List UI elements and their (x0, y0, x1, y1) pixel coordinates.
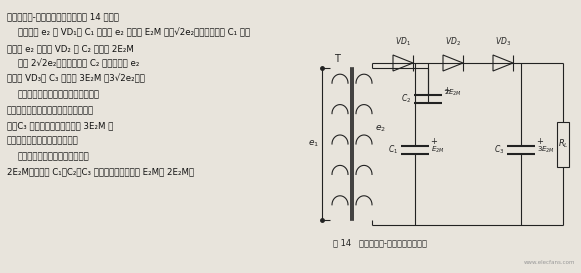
Text: +: + (536, 137, 543, 146)
Text: 电压与 e₂ 串联经 VD₂ 对 C₂ 充电到 2E₂M: 电压与 e₂ 串联经 VD₂ 对 C₂ 充电到 2E₂M (7, 44, 134, 53)
Text: $C_1$: $C_1$ (388, 144, 398, 156)
Text: 右，这就是三倍压整流之原理。: 右，这就是三倍压整流之原理。 (7, 136, 79, 145)
Text: $3E_{2M}$: $3E_{2M}$ (537, 145, 555, 155)
Text: 串联经 VD₃对 C₃ 充电至 3E₂M （3√2e₂）。: 串联经 VD₃对 C₃ 充电至 3E₂M （3√2e₂）。 (7, 74, 145, 83)
Text: （即 2√2e₂）；第三半周 C₂ 上的电压与 e₂: （即 2√2e₂）；第三半周 C₂ 上的电压与 e₂ (18, 59, 139, 68)
Text: $VD_3$: $VD_3$ (495, 35, 511, 48)
Text: $e_1$: $e_1$ (308, 139, 319, 149)
Text: 能真正充到这么高，但经过数个周期之: 能真正充到这么高，但经过数个周期之 (7, 106, 94, 115)
Text: $E_{2M}$: $E_{2M}$ (431, 145, 444, 155)
Text: 图 14   晶体二极管-电容三倍升压电路: 图 14 晶体二极管-电容三倍升压电路 (333, 239, 427, 248)
Bar (557, 121, 569, 167)
Text: 在开始几个周期，电容上的电压并不: 在开始几个周期，电容上的电压并不 (18, 90, 100, 99)
Text: 每只整流二极管的最大向电压为: 每只整流二极管的最大向电压为 (18, 152, 89, 161)
Text: 2E₂M。电容器 C₁、C₂、C₃ 上承受的电压分别为 E₂M、 2E₂M、: 2E₂M。电容器 C₁、C₂、C₃ 上承受的电压分别为 E₂M、 2E₂M、 (7, 167, 194, 176)
Text: 第一半周 e₂ 经 VD₁对 C₁ 充电到 e₂ 的峰値 E₂M （即√2e₂）；第二半周 C₁ 上的: 第一半周 e₂ 经 VD₁对 C₁ 充电到 e₂ 的峰値 E₂M （即√2e₂）… (18, 28, 250, 37)
Text: $C_3$: $C_3$ (494, 144, 504, 156)
Text: T: T (334, 54, 340, 64)
Text: $C_2$: $C_2$ (401, 93, 411, 105)
Text: 晶体二极管-电容三倍升压电路如图 14 所示。: 晶体二极管-电容三倍升压电路如图 14 所示。 (7, 12, 119, 21)
Text: +: + (430, 137, 437, 146)
Text: $VD_2$: $VD_2$ (445, 35, 461, 48)
Text: +: + (443, 86, 450, 95)
Text: $2E_{2M}$: $2E_{2M}$ (444, 88, 462, 98)
Text: $e_2$: $e_2$ (375, 124, 386, 134)
Text: $R_L$: $R_L$ (558, 138, 568, 150)
Text: 后，C₃ 上的电压漸渐能稳定在 3E₂M 左: 后，C₃ 上的电压漸渐能稳定在 3E₂M 左 (7, 121, 113, 130)
Text: $VD_1$: $VD_1$ (395, 35, 411, 48)
Text: www.elecfans.com: www.elecfans.com (523, 260, 575, 265)
